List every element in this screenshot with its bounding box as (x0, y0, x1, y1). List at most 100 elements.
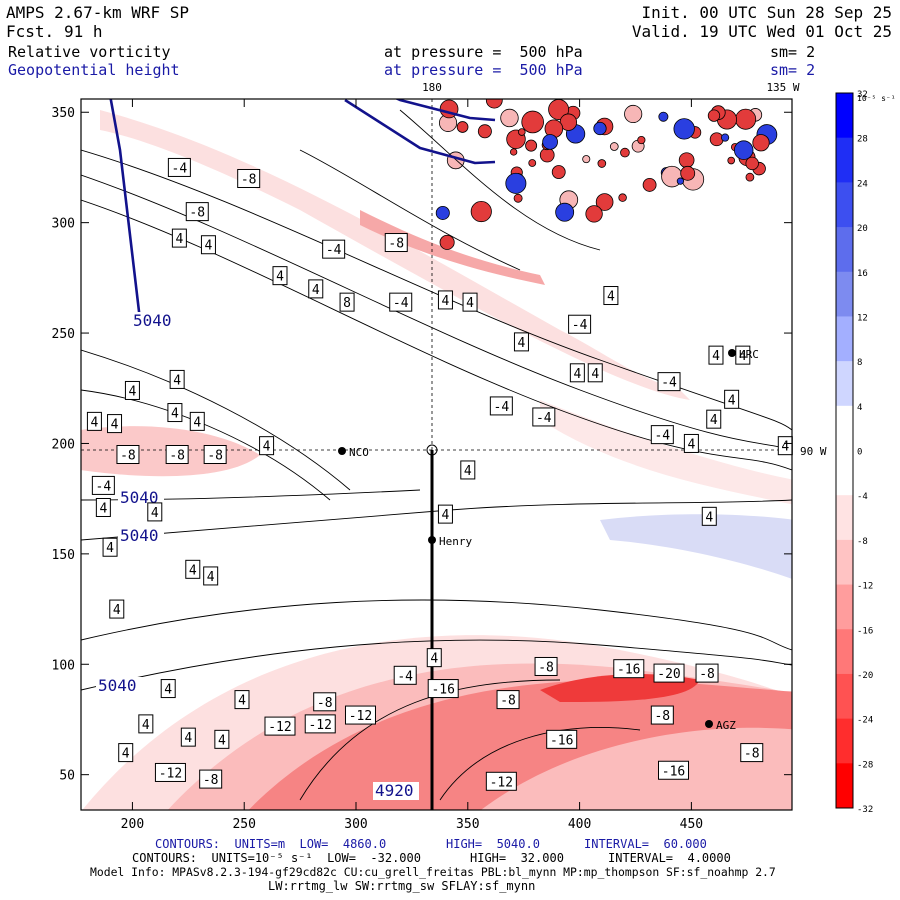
vorticity-label: -8 (500, 694, 516, 709)
vorticity-label: 4 (111, 418, 119, 433)
convective-cell (542, 134, 558, 150)
footer-height-high: HIGH= 5040.0 (446, 837, 540, 851)
vorticity-label: 4 (312, 283, 320, 298)
colorbar-segment (836, 495, 853, 541)
convective-cell (456, 121, 469, 133)
vorticity-label-box (322, 239, 346, 259)
colorbar-label: 4 (857, 403, 862, 413)
vorticity-label: 4 (607, 290, 615, 305)
vorticity-label-box (513, 332, 529, 352)
vorticity-label: -8 (241, 172, 257, 187)
colorbar-segment (836, 763, 853, 809)
convective-cell (709, 132, 724, 147)
vorticity-label: 4 (218, 733, 226, 748)
colorbar-label: 28 (857, 135, 868, 145)
map-lon-right: 90 W (800, 445, 827, 458)
convective-cell (518, 128, 526, 136)
footer-contours-vorticity: CONTOURS: UNITS=10⁻⁵ s⁻¹ LOW= -32.000 (132, 851, 421, 865)
vorticity-label-box (118, 743, 134, 763)
pressure-level-1: at pressure = 500 hPa (384, 43, 583, 61)
colorbar-label: 24 (857, 179, 868, 189)
vorticity-label-box (534, 656, 558, 676)
x-tick-label: 300 (344, 817, 367, 832)
x-tick-label: 450 (680, 817, 703, 832)
colorbar-segment (836, 673, 853, 720)
vorticity-label: 4 (106, 541, 114, 556)
vorticity-label: -8 (699, 667, 715, 682)
vorticity-label: 4 (781, 440, 789, 455)
vorticity-label: 4 (466, 296, 474, 311)
vorticity-isoline (399, 109, 601, 251)
vorticity-label-box (437, 504, 453, 524)
y-tick-label: 150 (52, 548, 75, 563)
vorticity-label: -16 (550, 733, 573, 748)
colorbar-unit: 10⁻⁵ s⁻¹ (857, 94, 896, 103)
vorticity-isoline (81, 389, 331, 501)
colorbar-label: -12 (857, 582, 873, 592)
vorticity-label: 4 (739, 349, 747, 364)
vorticity-label: 4 (207, 570, 215, 585)
vorticity-label: 4 (99, 501, 107, 516)
convective-cell (618, 193, 627, 202)
vorticity-label-box (344, 705, 376, 725)
vorticity-isoline (299, 149, 521, 271)
vorticity-label: -8 (207, 449, 223, 464)
vorticity-isoline (81, 599, 792, 651)
vorticity-label-box (160, 679, 176, 699)
convective-cell (727, 156, 736, 165)
vorticity-label: 4 (189, 563, 197, 578)
vorticity-label-box (384, 233, 408, 253)
vorticity-label-box (169, 369, 185, 389)
convective-cell (609, 142, 619, 151)
convective-cell (525, 139, 538, 152)
vorticity-label-box (653, 663, 685, 683)
vorticity-label-box (171, 228, 187, 248)
vorticity-label: -12 (159, 766, 182, 781)
valid-time: Valid. 19 UTC Wed 01 Oct 25 (631, 22, 892, 41)
convective-cell (521, 110, 544, 134)
colorbar-label: 32 (857, 90, 868, 100)
convective-cell (597, 159, 607, 168)
field-height: Geopotential height (8, 61, 180, 79)
colorbar-segment (836, 227, 853, 273)
colorbar-label: -20 (857, 671, 873, 681)
footer-vorticity-interval: INTERVAL= 4.0000 (608, 851, 731, 865)
smoothing-1: sm= 2 (770, 43, 816, 61)
vorticity-label-box (532, 407, 556, 427)
vorticity-label-box (185, 202, 209, 222)
vorticity-label: -4 (661, 376, 677, 391)
colorbar-label: -4 (857, 492, 868, 502)
vorticity-label-box (185, 559, 201, 579)
station-dot (338, 447, 346, 455)
y-tick-label: 50 (59, 769, 75, 784)
vorticity-label: 4 (728, 393, 736, 408)
neg-band-east (540, 400, 792, 505)
height-contour-0 (109, 99, 142, 321)
height-contour-3 (430, 35, 495, 66)
height-contour-label: 5040 (98, 676, 137, 695)
vorticity-label-box (165, 445, 189, 464)
y-tick-label: 300 (52, 217, 75, 232)
vorticity-label-box (339, 292, 355, 312)
vorticity-label-box (154, 762, 186, 782)
convective-cell (555, 202, 575, 222)
vorticity-label: 4 (184, 731, 192, 746)
footer-vorticity-high: HIGH= 32.000 (470, 851, 564, 865)
vorticity-label: 4 (687, 437, 695, 452)
vorticity-label: -8 (538, 660, 554, 675)
vorticity-label-box (724, 389, 740, 409)
station-henry: Henry (439, 535, 472, 548)
vorticity-label: -20 (657, 667, 680, 682)
vorticity-label: 4 (263, 440, 271, 455)
vorticity-label: 4 (171, 407, 179, 422)
vorticity-label: 4 (238, 694, 246, 709)
vorticity-label: -16 (431, 683, 454, 698)
vorticity-label: -4 (536, 411, 552, 426)
vorticity-label-box (203, 566, 219, 586)
vorticity-label-box (116, 445, 140, 464)
vorticity-label: 4 (591, 367, 599, 382)
convective-cell (745, 172, 755, 182)
vorticity-label-box (546, 729, 578, 749)
vorticity-label: -4 (494, 400, 510, 415)
vorticity-label: 4 (705, 510, 713, 525)
